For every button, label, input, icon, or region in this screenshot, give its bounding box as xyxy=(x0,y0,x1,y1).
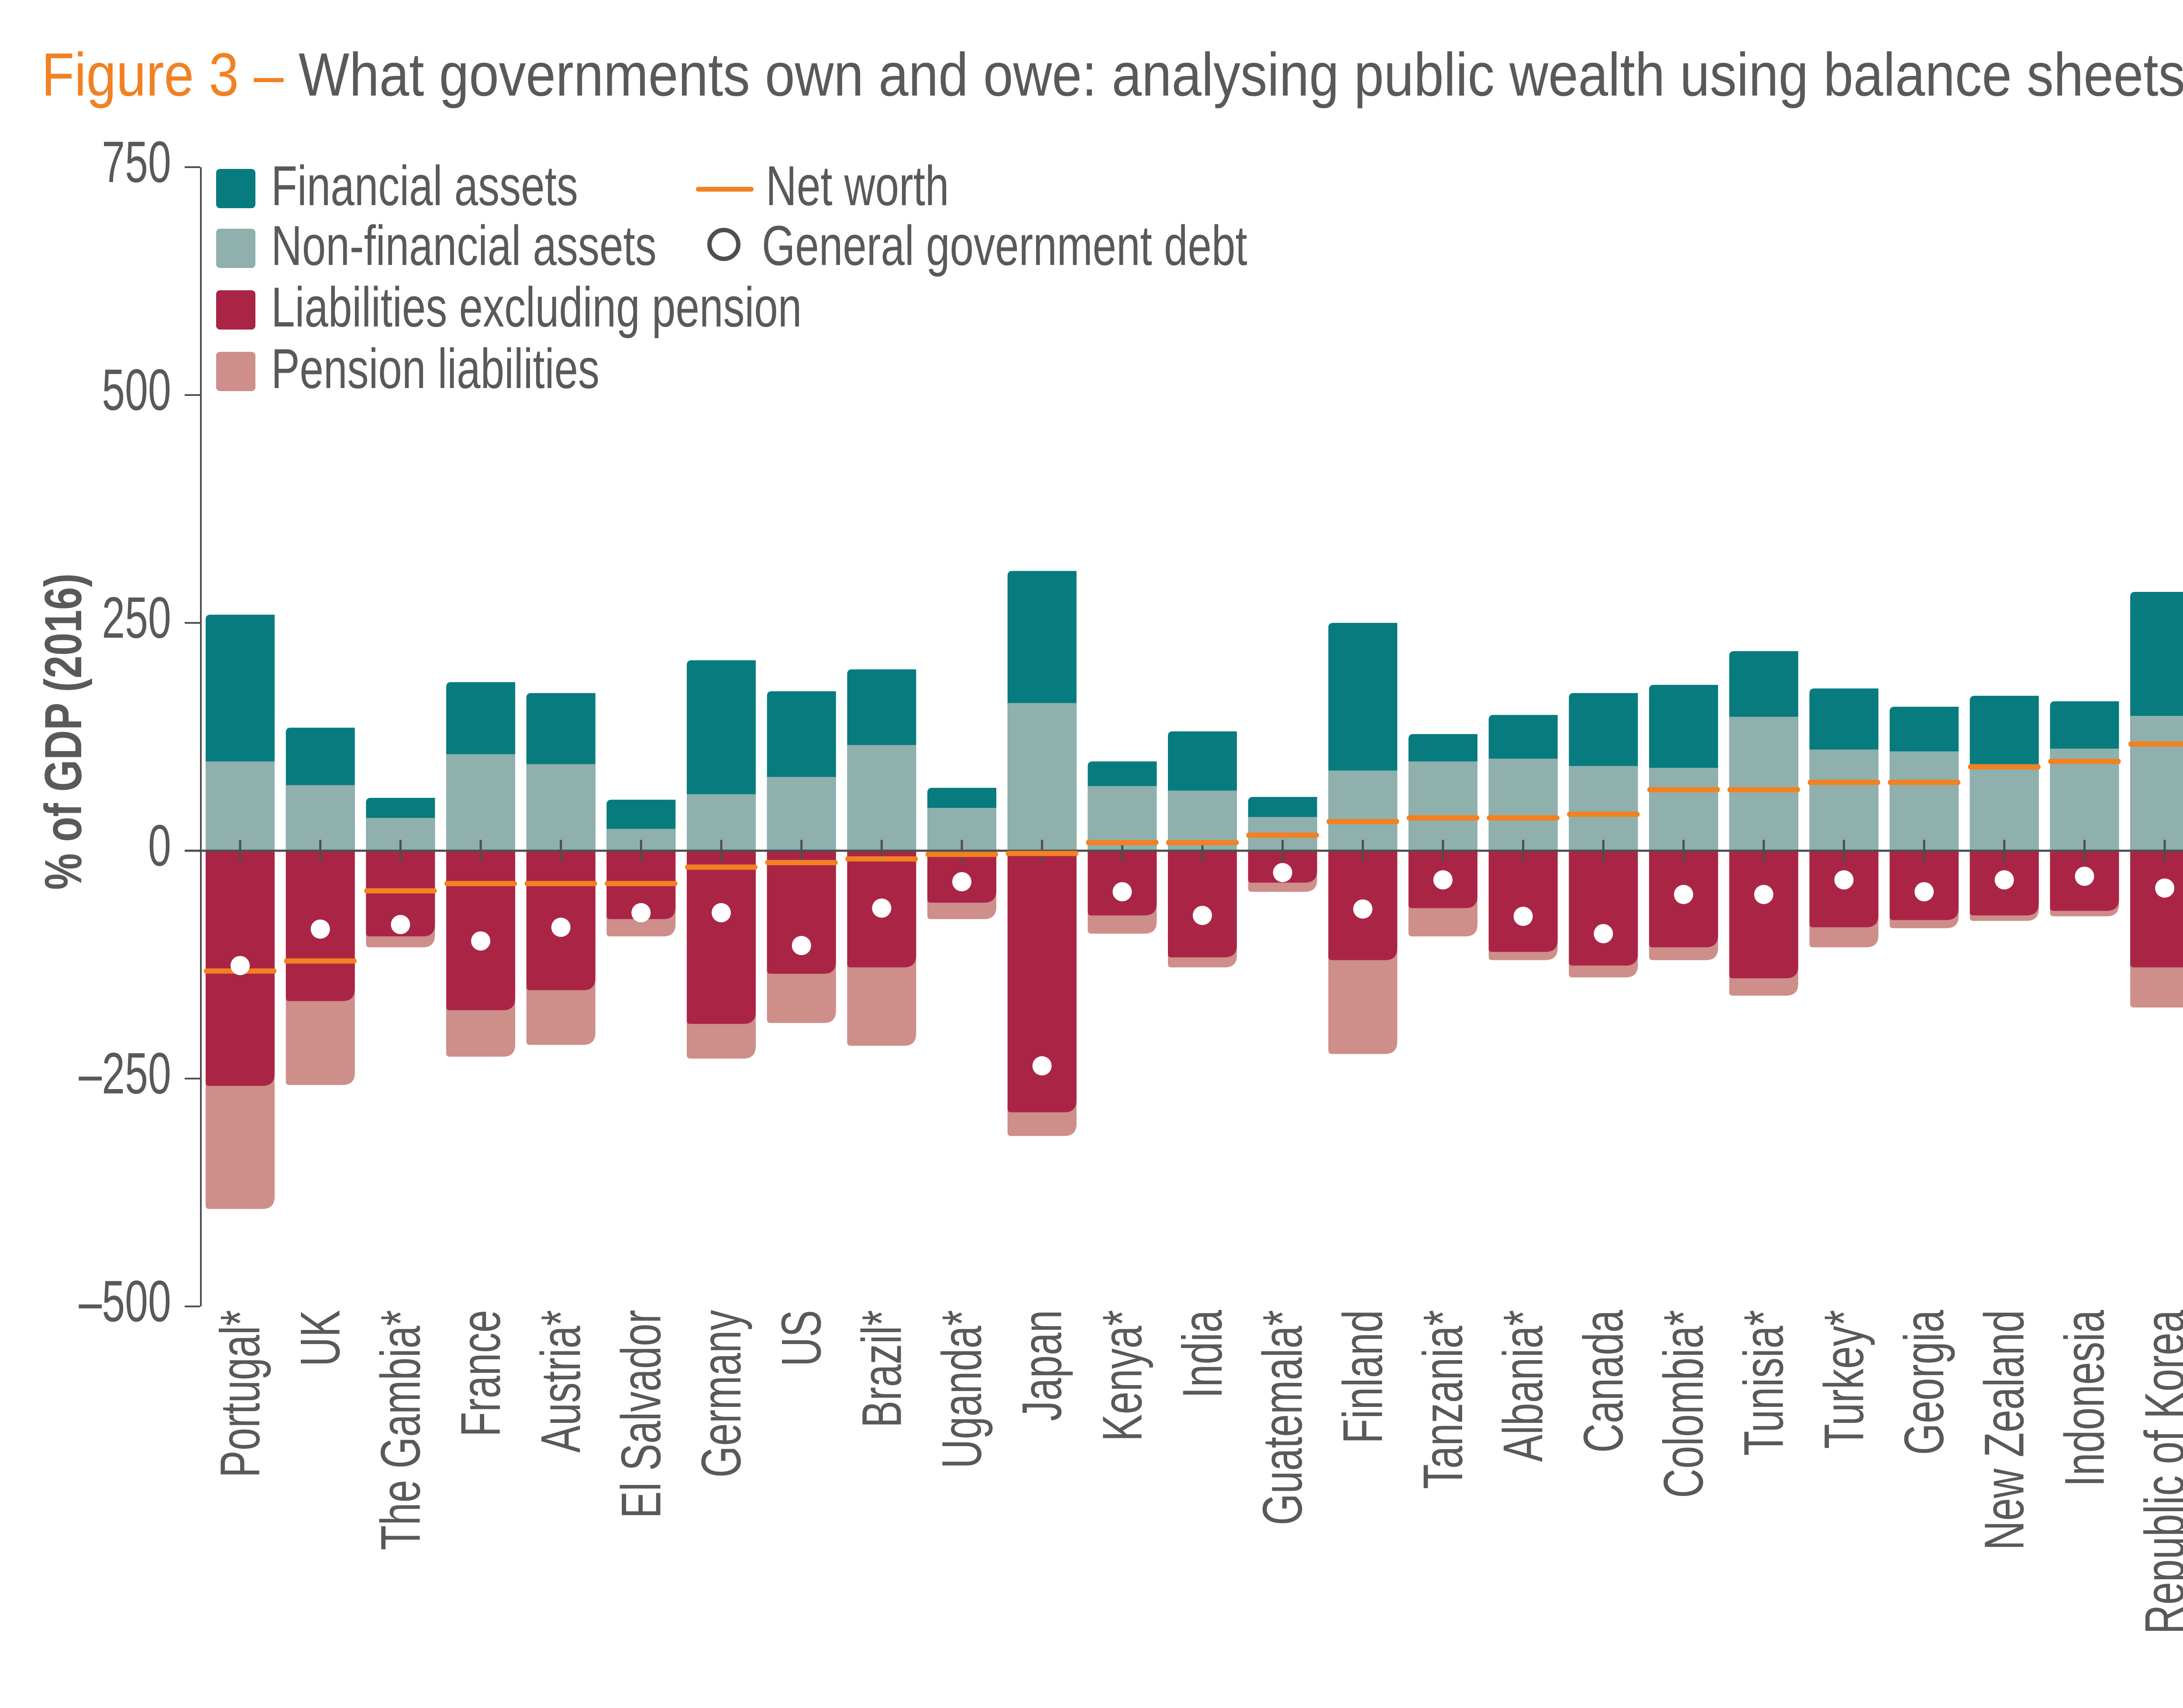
svg-text:The Gambia*: The Gambia* xyxy=(369,1310,432,1550)
svg-text:Uganda*: Uganda* xyxy=(931,1310,993,1469)
svg-text:–250: –250 xyxy=(79,1041,171,1106)
svg-text:Liabilities excluding pension: Liabilities excluding pension xyxy=(271,276,802,339)
svg-text:Pension liabilities: Pension liabilities xyxy=(271,337,599,400)
svg-text:Republic of Korea: Republic of Korea xyxy=(2134,1309,2183,1634)
svg-text:Indonesia: Indonesia xyxy=(2053,1309,2116,1487)
svg-text:Albania*: Albania* xyxy=(1492,1310,1554,1462)
svg-text:General government debt: General government debt xyxy=(762,214,1247,277)
svg-text:Canada: Canada xyxy=(1572,1309,1635,1453)
svg-text:Tunisia*: Tunisia* xyxy=(1732,1310,1795,1456)
svg-text:Finland: Finland xyxy=(1332,1310,1394,1443)
svg-text:India: India xyxy=(1171,1309,1234,1398)
svg-text:–500: –500 xyxy=(79,1268,171,1334)
svg-text:Guatemala*: Guatemala* xyxy=(1251,1310,1314,1525)
svg-text:New Zealand: New Zealand xyxy=(1973,1310,2035,1550)
svg-text:Austria*: Austria* xyxy=(530,1310,592,1453)
svg-text:% of GDP (2016): % of GDP (2016) xyxy=(34,574,93,890)
svg-text:250: 250 xyxy=(102,585,171,650)
svg-text:US: US xyxy=(770,1310,833,1367)
svg-text:Germany: Germany xyxy=(690,1310,753,1478)
svg-text:Turkey*: Turkey* xyxy=(1813,1310,1875,1449)
svg-text:Colombia*: Colombia* xyxy=(1653,1310,1715,1498)
svg-text:Financial assets: Financial assets xyxy=(271,155,578,217)
svg-text:UK: UK xyxy=(289,1310,351,1367)
svg-text:Brazil*: Brazil* xyxy=(850,1310,913,1428)
svg-text:Japan: Japan xyxy=(1011,1310,1073,1421)
svg-text:Figure 3 – What governments ow: Figure 3 – What governments own and owe:… xyxy=(41,41,2183,109)
svg-text:Net worth: Net worth xyxy=(766,155,949,217)
svg-text:Georgia: Georgia xyxy=(1893,1309,1956,1455)
svg-text:El Salvador: El Salvador xyxy=(610,1310,672,1519)
svg-text:Portugal*: Portugal* xyxy=(209,1310,272,1478)
svg-text:750: 750 xyxy=(102,129,171,195)
svg-text:500: 500 xyxy=(102,357,171,423)
svg-text:0: 0 xyxy=(148,813,171,878)
svg-text:France: France xyxy=(450,1310,512,1437)
svg-text:Non-financial assets: Non-financial assets xyxy=(271,214,657,277)
svg-text:Kenya*: Kenya* xyxy=(1091,1310,1153,1441)
svg-text:Tanzania*: Tanzania* xyxy=(1412,1310,1474,1489)
